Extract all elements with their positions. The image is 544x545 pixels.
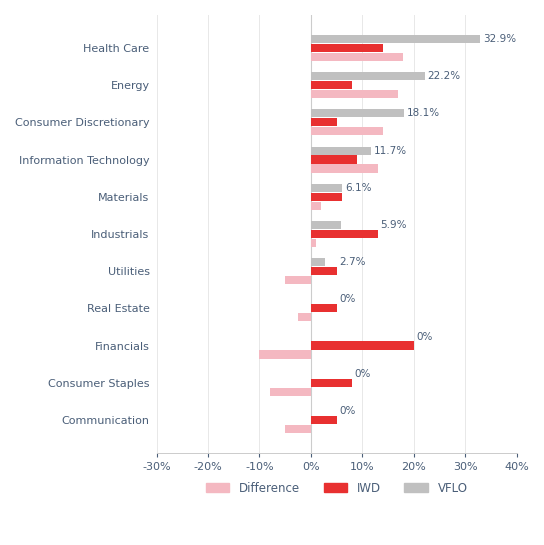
Bar [311, 155, 357, 164]
Bar [311, 44, 383, 52]
Text: 2.7%: 2.7% [339, 257, 366, 267]
Bar [270, 387, 311, 396]
Text: 11.7%: 11.7% [374, 146, 407, 155]
Bar [311, 230, 378, 238]
Bar [311, 35, 480, 43]
Bar [311, 267, 337, 275]
Bar [311, 258, 325, 267]
Text: 5.9%: 5.9% [380, 220, 407, 230]
Text: 32.9%: 32.9% [483, 34, 516, 44]
Bar [311, 304, 337, 312]
Bar [311, 72, 425, 80]
Bar [259, 350, 311, 359]
Bar [311, 202, 321, 210]
Text: 0%: 0% [339, 294, 356, 305]
Bar [311, 110, 404, 118]
Text: 18.1%: 18.1% [406, 108, 440, 118]
Legend: Difference, IWD, VFLO: Difference, IWD, VFLO [201, 477, 472, 499]
Bar [311, 147, 371, 155]
Bar [311, 379, 352, 387]
Text: 6.1%: 6.1% [345, 183, 372, 193]
Text: 0%: 0% [416, 331, 432, 342]
Text: 0%: 0% [339, 406, 356, 416]
Bar [311, 53, 404, 61]
Bar [311, 184, 342, 192]
Bar [311, 239, 316, 247]
Bar [285, 425, 311, 433]
Bar [311, 341, 414, 349]
Text: 0%: 0% [355, 369, 371, 379]
Text: 22.2%: 22.2% [428, 71, 461, 81]
Bar [285, 276, 311, 284]
Bar [311, 221, 341, 229]
Bar [311, 127, 383, 135]
Bar [311, 81, 352, 89]
Bar [311, 118, 337, 126]
Bar [311, 416, 337, 424]
Bar [311, 90, 398, 98]
Bar [298, 313, 311, 322]
Bar [311, 192, 342, 201]
Bar [311, 165, 378, 173]
